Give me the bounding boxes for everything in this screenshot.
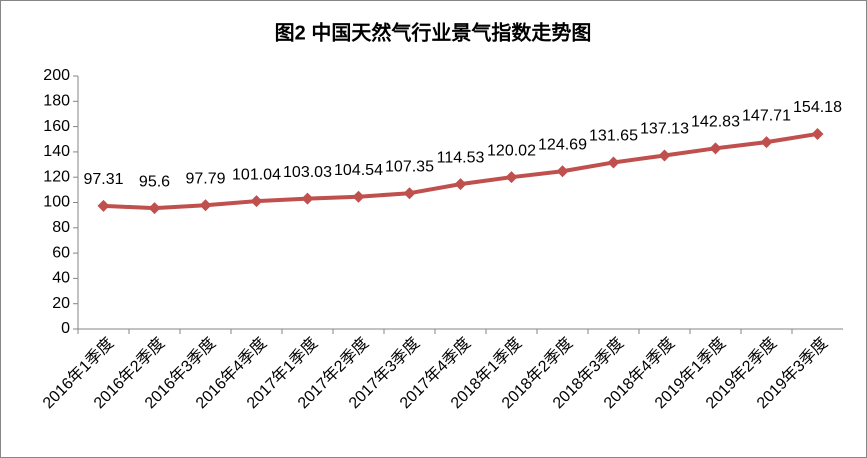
data-label: 103.03 bbox=[283, 164, 332, 181]
data-label: 114.53 bbox=[437, 149, 485, 166]
data-marker bbox=[811, 127, 824, 140]
data-label: 124.69 bbox=[538, 136, 587, 153]
data-marker bbox=[97, 199, 110, 212]
data-marker bbox=[352, 190, 365, 203]
data-label: 142.83 bbox=[691, 114, 740, 131]
data-label: 97.79 bbox=[185, 171, 225, 188]
data-label: 95.6 bbox=[139, 173, 170, 190]
data-label: 120.02 bbox=[487, 142, 536, 159]
y-tick-label: 80 bbox=[52, 219, 70, 236]
data-marker bbox=[454, 178, 467, 191]
data-marker bbox=[301, 192, 314, 205]
data-label: 147.71 bbox=[742, 107, 791, 124]
data-marker bbox=[403, 187, 416, 200]
y-tick-label: 60 bbox=[52, 244, 70, 261]
y-tick-label: 100 bbox=[43, 194, 70, 211]
y-tick-label: 200 bbox=[43, 67, 70, 84]
y-tick-label: 20 bbox=[52, 295, 70, 312]
data-label: 107.35 bbox=[385, 158, 434, 175]
data-label: 154.18 bbox=[793, 99, 842, 116]
data-marker bbox=[658, 149, 671, 162]
data-label: 137.13 bbox=[640, 121, 689, 138]
y-tick-label: 120 bbox=[43, 168, 70, 185]
data-marker bbox=[148, 202, 161, 215]
y-tick-label: 0 bbox=[61, 320, 70, 337]
data-label: 101.04 bbox=[232, 166, 281, 183]
data-label: 131.65 bbox=[589, 128, 638, 145]
data-marker bbox=[709, 142, 722, 155]
data-marker bbox=[607, 156, 620, 169]
chart-title: 图2 中国天然气行业景气指数走势图 bbox=[275, 20, 592, 44]
y-tick-label: 180 bbox=[43, 93, 70, 110]
data-marker bbox=[505, 171, 518, 184]
y-tick-label: 40 bbox=[52, 270, 70, 287]
data-label: 97.31 bbox=[83, 171, 123, 188]
data-marker bbox=[556, 165, 569, 178]
data-label: 104.54 bbox=[334, 162, 383, 179]
y-tick-label: 140 bbox=[43, 143, 70, 160]
data-marker bbox=[199, 199, 212, 212]
y-tick-label: 160 bbox=[43, 118, 70, 135]
data-marker bbox=[760, 136, 773, 149]
data-marker bbox=[250, 195, 263, 208]
